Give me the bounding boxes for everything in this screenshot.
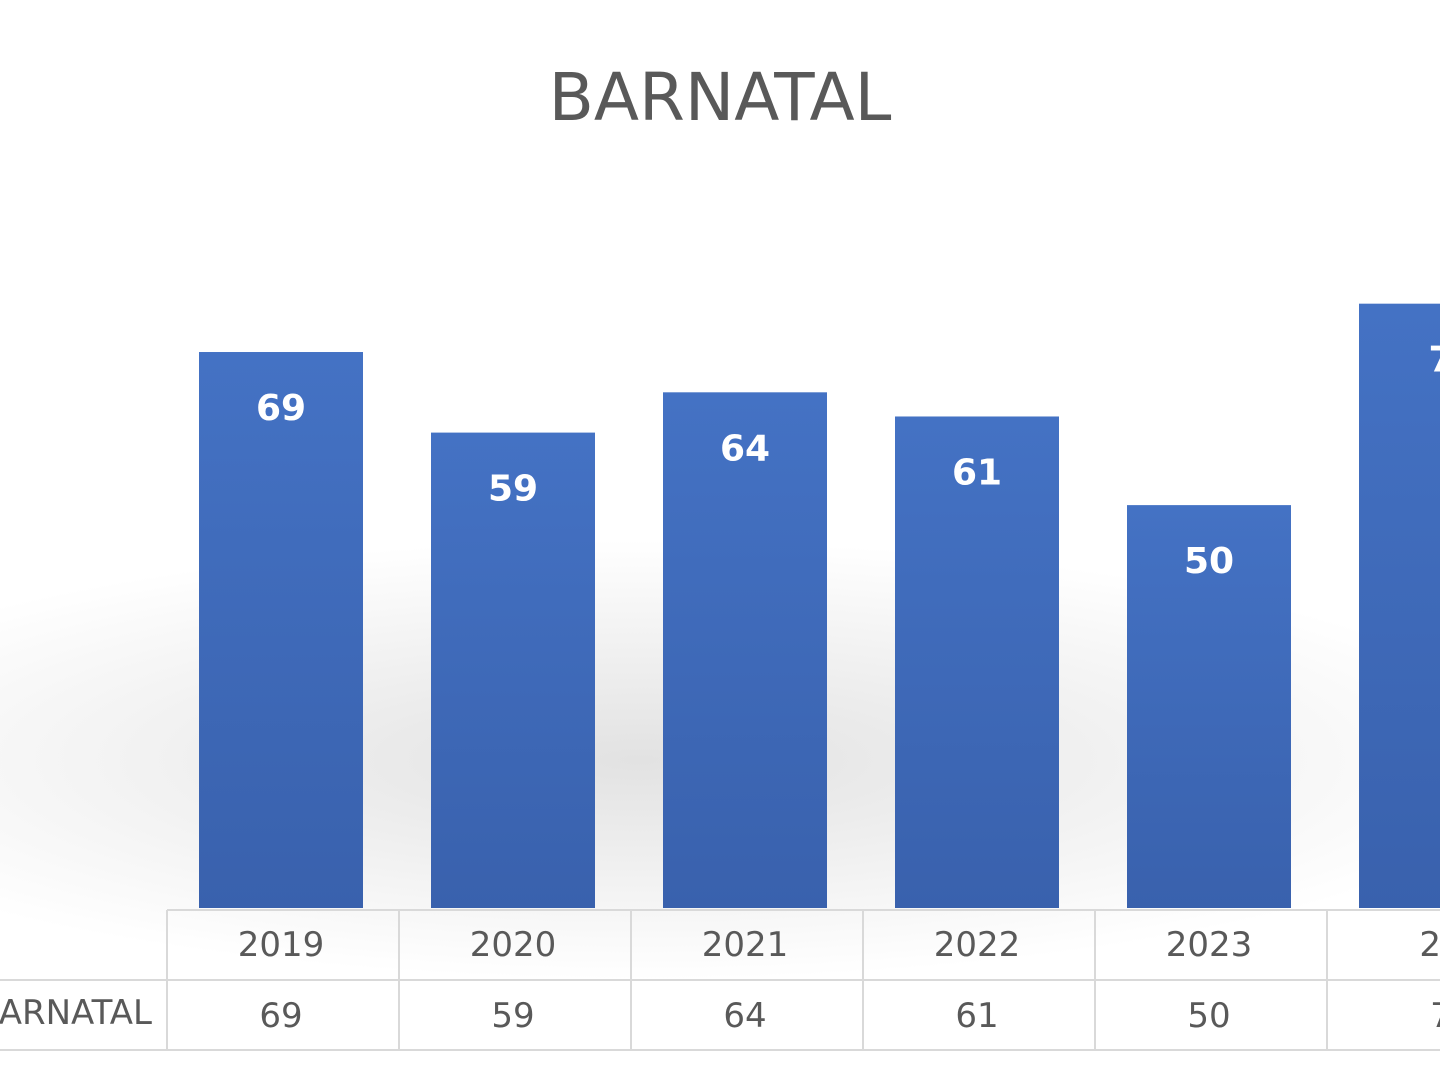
bar-2021 [663,392,827,908]
table-value-2019: 69 [259,996,302,1036]
bars-layer [199,303,1440,908]
data-label-20: 7 [1428,340,1440,381]
bar-2022 [895,416,1059,908]
data-labels-layer: 69 59 64 61 50 7 [256,340,1440,582]
table-series-label: ARNATAL [0,993,152,1033]
data-label-2019: 69 [256,388,306,429]
x-tick-label-2021: 2021 [702,925,789,965]
bar-2019 [199,352,363,908]
table-value-2023: 50 [1187,996,1230,1036]
bar-20 [1359,303,1440,908]
x-tick-label-2023: 2023 [1166,925,1253,965]
chart-title: BARNATAL [549,59,892,136]
bar-2023 [1127,505,1291,908]
table-value-20: 7 [1430,996,1440,1036]
data-label-2020: 59 [488,469,538,510]
x-tick-label-20: 20 [1419,925,1440,965]
x-tick-label-2019: 2019 [238,925,325,965]
table-value-2020: 59 [491,996,534,1036]
table-value-2022: 61 [955,996,998,1036]
x-tick-label-2020: 2020 [470,925,557,965]
x-tick-label-2022: 2022 [934,925,1021,965]
data-label-2022: 61 [952,452,1002,493]
table-value-2021: 64 [723,996,766,1036]
bar-2020 [431,432,595,908]
data-label-2021: 64 [720,428,770,469]
data-table: 2019 69 2020 59 2021 64 2022 61 2023 50 20 7 ARNATAL [0,909,1440,1051]
data-label-2023: 50 [1184,541,1234,582]
